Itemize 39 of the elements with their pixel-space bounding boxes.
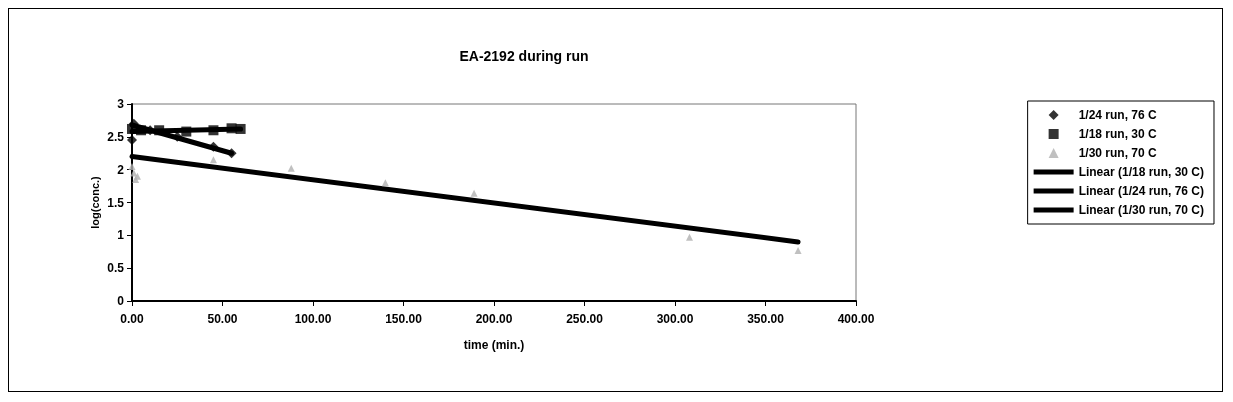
y-tick-label: 3 [117, 97, 125, 111]
x-tick-label: 350.00 [747, 312, 785, 326]
y-tick-label: 1.5 [107, 195, 125, 210]
point [226, 123, 237, 134]
point [154, 125, 165, 136]
x-tick-label: 50.00 [207, 312, 238, 326]
x-tick-label: 0.00 [120, 312, 144, 326]
legend-label: Linear (1/30 run, 70 C) [1078, 203, 1204, 217]
y-tick-label: 0.5 [107, 261, 125, 276]
legend-label: 1/24 run, 76 C [1078, 108, 1157, 122]
x-tick-label: 150.00 [385, 312, 423, 326]
x-tick-label: 100.00 [294, 312, 332, 326]
x-tick-label: 300.00 [656, 312, 694, 326]
y-tick-label: 1 [117, 228, 125, 243]
chart-title: EA-2192 during run [459, 48, 589, 64]
x-tick-label: 200.00 [475, 312, 513, 326]
point [226, 148, 237, 159]
legend-label: 1/30 run, 70 C [1078, 146, 1157, 160]
y-tick-label: 2.5 [107, 129, 125, 144]
y-axis-title: log(conc.) [88, 175, 101, 229]
legend-label: 1/18 run, 30 C [1078, 127, 1157, 141]
x-axis-title: time (min.) [463, 338, 525, 352]
point [287, 164, 295, 172]
legend-label: Linear (1/18 run, 30 C) [1078, 165, 1204, 179]
point [181, 126, 192, 137]
x-tick-label: 250.00 [566, 312, 604, 326]
point [685, 233, 693, 241]
point [127, 123, 137, 134]
point [136, 125, 147, 136]
point [470, 189, 478, 197]
legend-label: Linear (1/24 run, 76 C) [1078, 184, 1204, 198]
x-tick-label: 400.00 [837, 312, 875, 326]
point [209, 156, 217, 164]
y-tick-label: 2 [117, 162, 125, 177]
point [128, 162, 136, 170]
point [235, 123, 246, 134]
point [794, 246, 802, 254]
y-tick-label: 0 [117, 294, 125, 308]
point [208, 125, 219, 136]
